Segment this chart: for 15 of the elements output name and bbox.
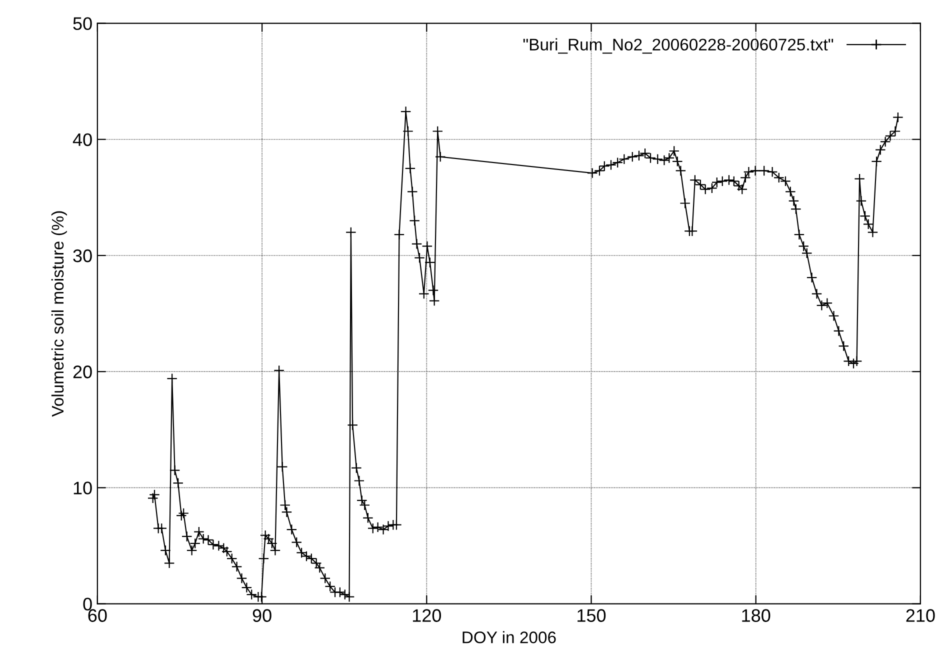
x-tick-label: 210 <box>906 609 935 622</box>
x-tick-label: 90 <box>252 609 272 622</box>
x-tick-label: 120 <box>412 609 442 622</box>
y-tick-label: 30 <box>73 249 92 262</box>
y-tick-label: 0 <box>83 598 92 611</box>
x-tick-label: 150 <box>578 609 606 622</box>
x-axis-title: DOY in 2006 <box>462 631 556 644</box>
y-tick-label: 50 <box>73 17 92 30</box>
x-tick-label: 60 <box>88 609 107 622</box>
y-axis-title: Volumetric soil moisture (%) <box>51 211 67 417</box>
y-tick-label: 20 <box>73 366 92 378</box>
y-tick-label: 10 <box>74 482 92 494</box>
legend-label: "Buri_Rum_No2_20060228-20060725.txt" <box>523 38 834 54</box>
y-tick-label: 40 <box>72 133 92 146</box>
x-tick-label: 180 <box>742 609 770 622</box>
